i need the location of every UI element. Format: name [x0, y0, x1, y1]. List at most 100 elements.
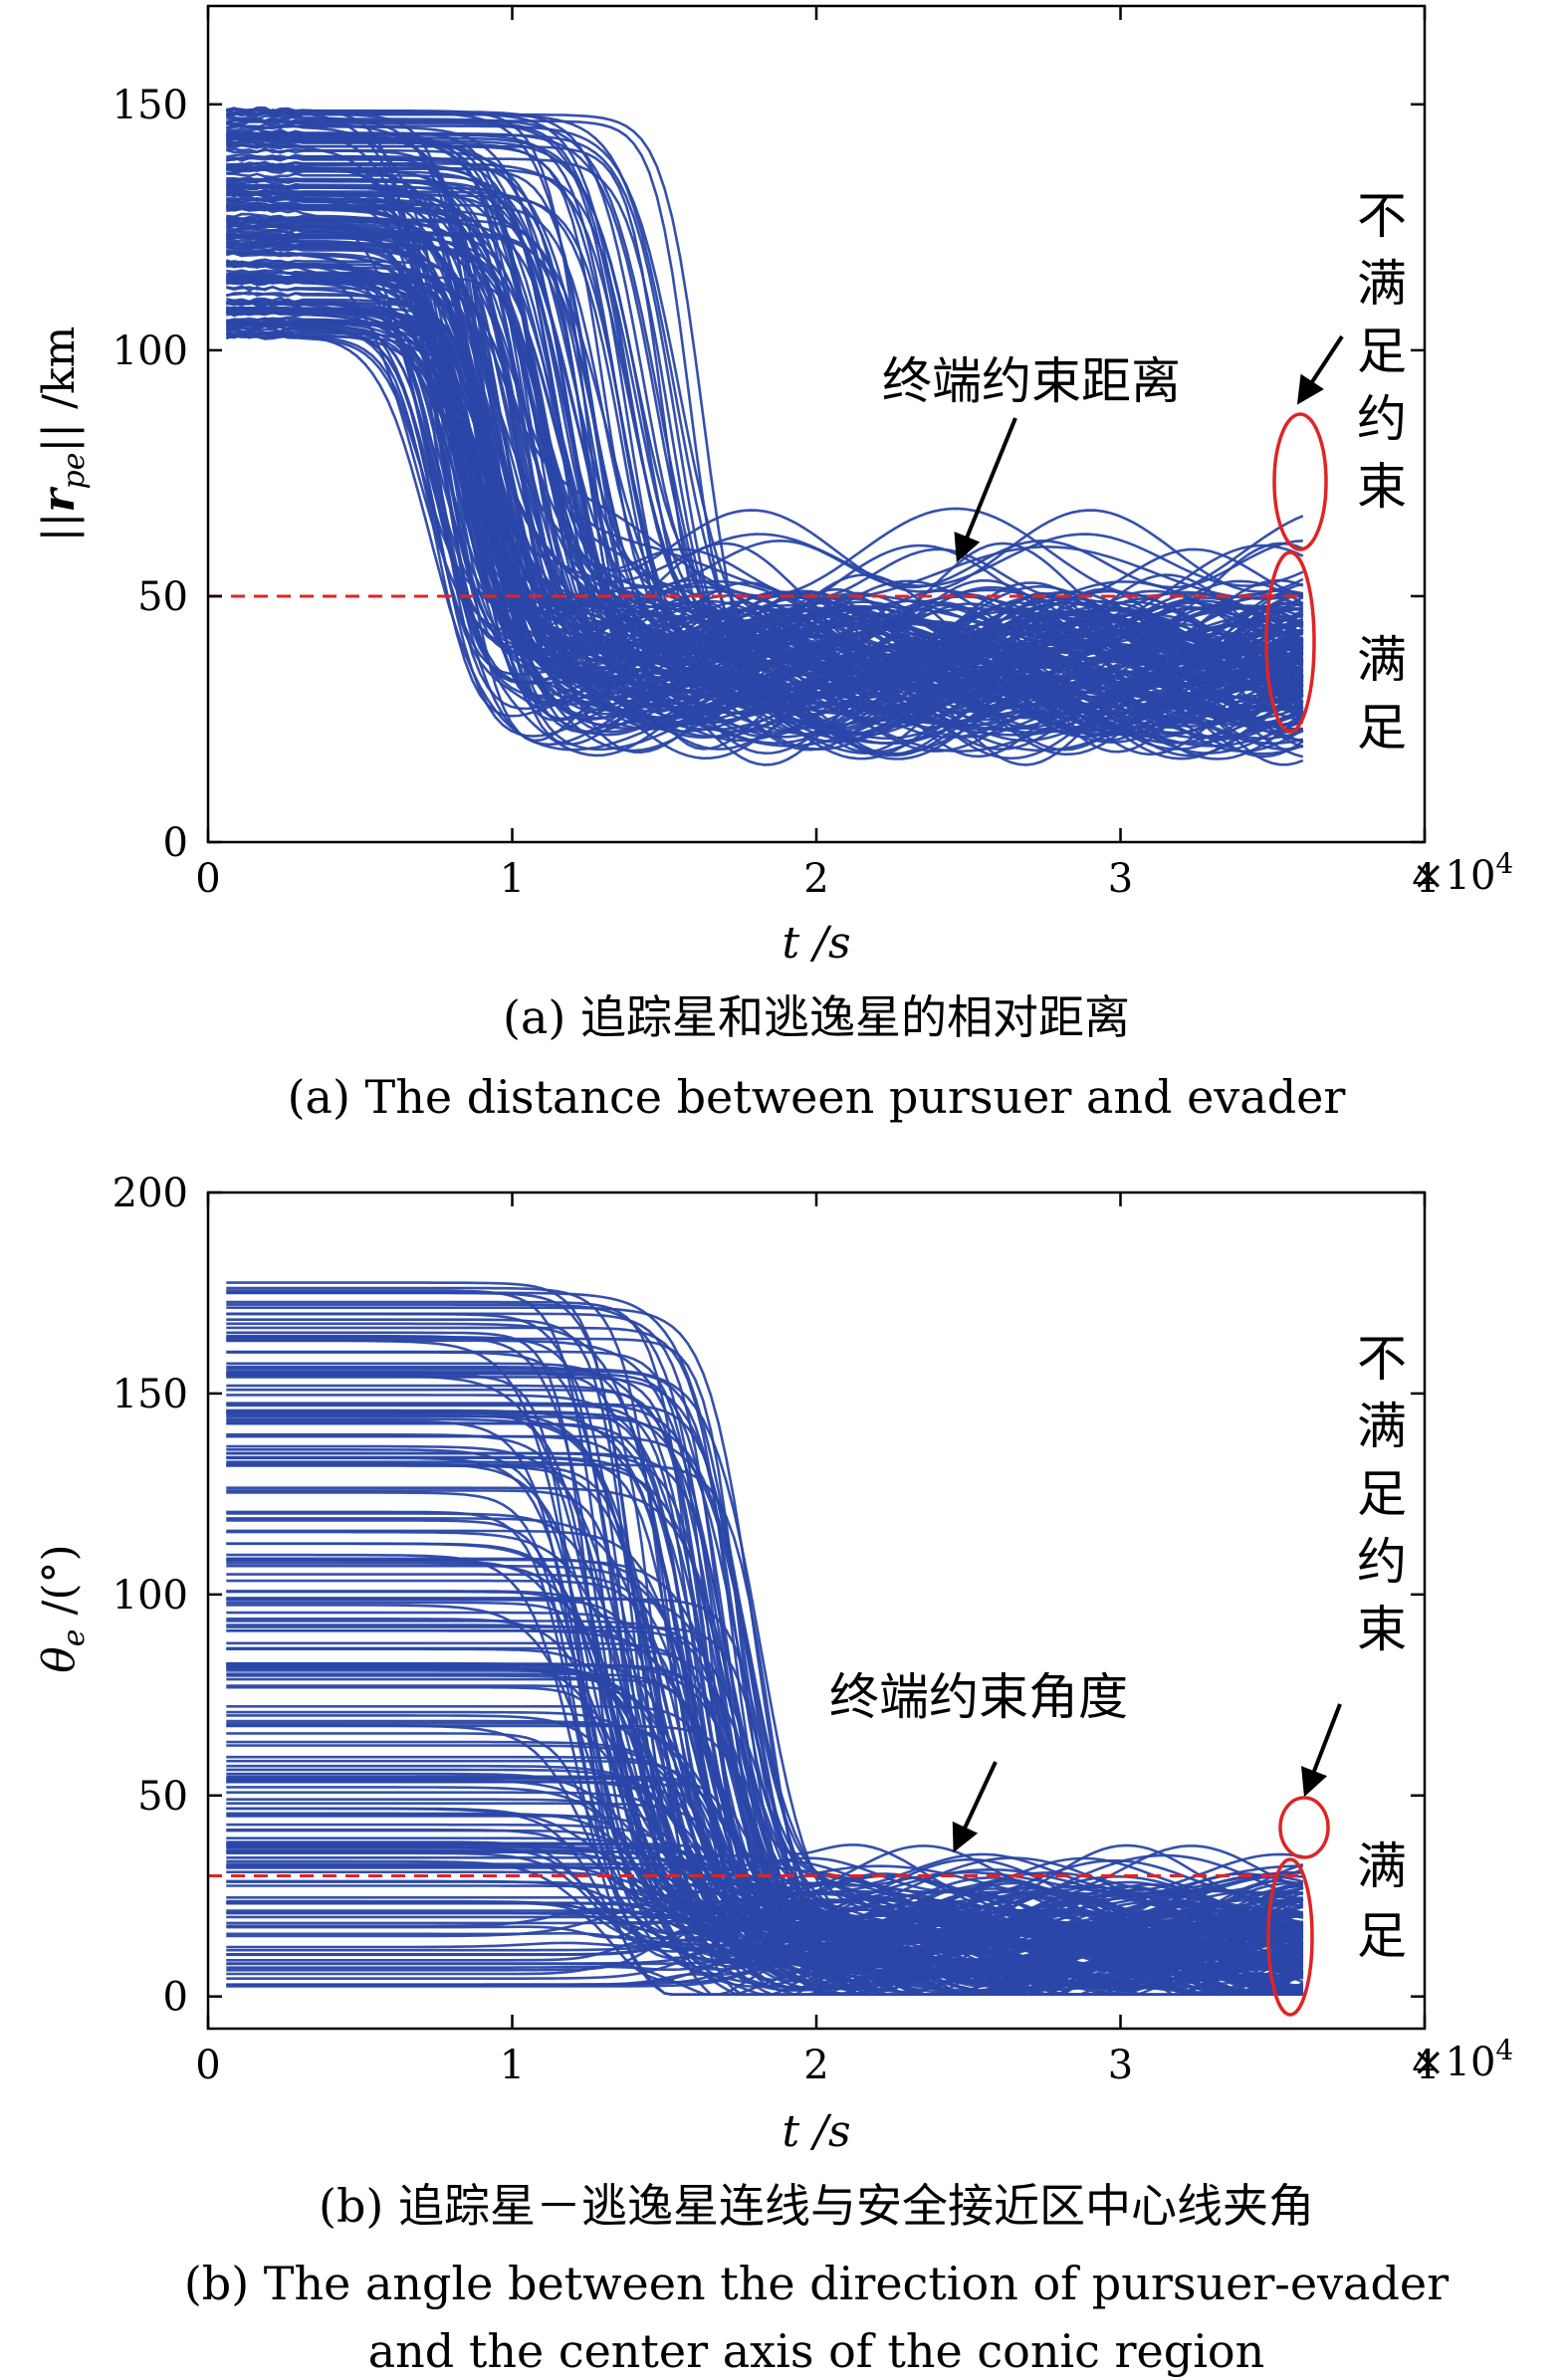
- x-tick-label: 1: [500, 2043, 525, 2088]
- panel-b-caption-cn: (b) 追踪星－逃逸星连线与安全接近区中心线夹角: [319, 2179, 1314, 2233]
- panel-b-label-satisfied: 满 足: [1357, 1838, 1407, 1965]
- trajectory-line: [226, 260, 1304, 714]
- y-tick-label: 150: [112, 83, 188, 128]
- x-tick-label: 3: [1108, 856, 1133, 902]
- panel-b-label-not-satisfied: 不 满 足 约 束: [1357, 1330, 1407, 1658]
- panel-b-ellipse-not-satisfied: [1278, 1796, 1330, 1859]
- panel-b-xlabel: t /s: [782, 2106, 850, 2157]
- trajectory-line: [226, 168, 1304, 656]
- trajectory-line: [226, 1460, 1304, 1947]
- trajectory-line: [226, 1722, 1304, 1974]
- trajectory-line: [226, 192, 1304, 690]
- panel-a-arrow-label: 终端约束距离: [882, 352, 1181, 410]
- trajectory-line: [226, 117, 1304, 735]
- y-tick-label: 100: [112, 1573, 188, 1619]
- panel-b-caption-en-line1: (b) The angle between the direction of p…: [184, 2257, 1449, 2310]
- trajectory-line: [226, 1384, 1303, 1996]
- trajectory-line: [226, 1286, 1304, 1946]
- panel-b-x-multiplier: ×104: [1412, 2034, 1513, 2085]
- trajectory-line: [225, 245, 1303, 710]
- panel-a-arrow: [954, 417, 1017, 563]
- svg-text:满: 满: [1357, 1398, 1407, 1455]
- panel-a-label-satisfied: 满 足: [1357, 631, 1407, 757]
- trajectory-line: [226, 123, 1304, 695]
- trajectory-line: [226, 297, 1304, 745]
- panel-b-arrow: [952, 1761, 998, 1853]
- trajectory-line: [226, 1421, 1303, 1996]
- trajectory-line: [226, 1901, 1304, 1996]
- trajectory-line: [226, 1432, 1304, 1937]
- panel-a-ellipse-satisfied: [1264, 550, 1316, 734]
- trajectory-line: [226, 1611, 1303, 1991]
- panel-b-caption-en-line2: and the center axis of the conic region: [368, 2324, 1264, 2378]
- trajectory-line: [226, 177, 1304, 725]
- x-tick-label: 4: [1412, 856, 1437, 902]
- y-tick-label: 200: [112, 1171, 188, 1216]
- panel-b-trajectory-lines: [226, 1281, 1304, 1997]
- y-tick-label: 0: [163, 1975, 188, 2021]
- svg-text:满: 满: [1357, 255, 1407, 313]
- x-tick-label: 1: [500, 856, 525, 902]
- x-tick-label: 0: [195, 856, 220, 902]
- panel-b-ylabel: θe /(°): [34, 1544, 92, 1672]
- panel-a-arrow-not-satisfied: [1296, 334, 1344, 405]
- trajectory-line: [226, 1530, 1304, 1951]
- svg-text:满: 满: [1357, 631, 1407, 689]
- trajectory-line: [226, 1823, 1304, 1959]
- panel-a-label-not-satisfied: 不 满 足 约 束: [1357, 187, 1407, 516]
- trajectory-line: [226, 182, 1303, 685]
- y-tick-label: 0: [163, 820, 188, 866]
- trajectory-line: [226, 1618, 1304, 1953]
- trajectory-line: [225, 330, 1304, 680]
- svg-text:不: 不: [1357, 1330, 1407, 1388]
- svg-text:束: 束: [1357, 458, 1407, 516]
- trajectory-line: [226, 285, 1304, 740]
- svg-text:约: 约: [1357, 390, 1407, 448]
- panel-b-ellipse-satisfied: [1266, 1857, 1314, 2017]
- trajectory-line: [226, 1590, 1303, 1945]
- trajectory-line: [226, 129, 1304, 626]
- svg-text:足: 足: [1357, 323, 1407, 380]
- trajectory-line: [226, 216, 1304, 752]
- panel-b-arrow-not-satisfied: [1301, 1703, 1342, 1798]
- y-tick-label: 150: [112, 1372, 188, 1417]
- svg-text:足: 足: [1357, 1907, 1407, 1965]
- panel-b-x-ticks: 0 1 2 3 4: [195, 1192, 1438, 2088]
- trajectory-line: [226, 1448, 1303, 1925]
- y-tick-label: 100: [112, 328, 188, 374]
- svg-text:不: 不: [1357, 187, 1407, 245]
- trajectory-line: [226, 191, 1304, 719]
- x-tick-label: 4: [1412, 2043, 1437, 2088]
- trajectory-line: [226, 317, 1304, 661]
- trajectory-line: [226, 323, 1303, 743]
- panel-a-ylabel: ||rpe|| /km: [34, 326, 92, 542]
- x-tick-label: 3: [1108, 2043, 1133, 2088]
- y-tick-label: 50: [137, 574, 188, 620]
- svg-text:足: 足: [1357, 699, 1407, 757]
- panel-a-distance-chart: 0 1 2 3 4 0 50 100 150 ×104 t /s ||rpe|| /km 终端…: [34, 4, 1513, 1124]
- x-tick-label: 2: [803, 856, 828, 902]
- trajectory-line: [226, 132, 1304, 678]
- trajectory-line: [226, 1744, 1303, 1958]
- trajectory-line: [226, 1434, 1304, 1892]
- trajectory-line: [225, 130, 1304, 729]
- panel-a-x-multiplier: ×104: [1412, 847, 1513, 899]
- x-tick-label: 2: [803, 2043, 828, 2088]
- panel-a-x-ticks: 0 1 2 3 4: [195, 6, 1438, 902]
- y-tick-label: 50: [137, 1774, 188, 1820]
- trajectory-line: [226, 1542, 1304, 1960]
- svg-text:约: 约: [1357, 1533, 1407, 1591]
- panel-b-angle-chart: 0 1 2 3 4 0 50 100 150 200 ×104 t /s θe /(°) 终端约…: [34, 1171, 1513, 2378]
- trajectory-line: [226, 1394, 1304, 1968]
- trajectory-line: [226, 244, 1304, 664]
- trajectory-line: [226, 1312, 1303, 1925]
- svg-text:束: 束: [1357, 1601, 1407, 1658]
- panel-b-arrow-label: 终端约束角度: [829, 1668, 1128, 1726]
- panel-a-trajectory-lines: [225, 106, 1304, 766]
- svg-text:足: 足: [1357, 1465, 1407, 1523]
- trajectory-line: [226, 269, 1304, 752]
- panel-a-y-ticks: 0 50 100 150: [112, 83, 1425, 866]
- panel-a-caption-en: (a) The distance between pursuer and eva…: [288, 1070, 1346, 1124]
- svg-text:满: 满: [1357, 1838, 1407, 1895]
